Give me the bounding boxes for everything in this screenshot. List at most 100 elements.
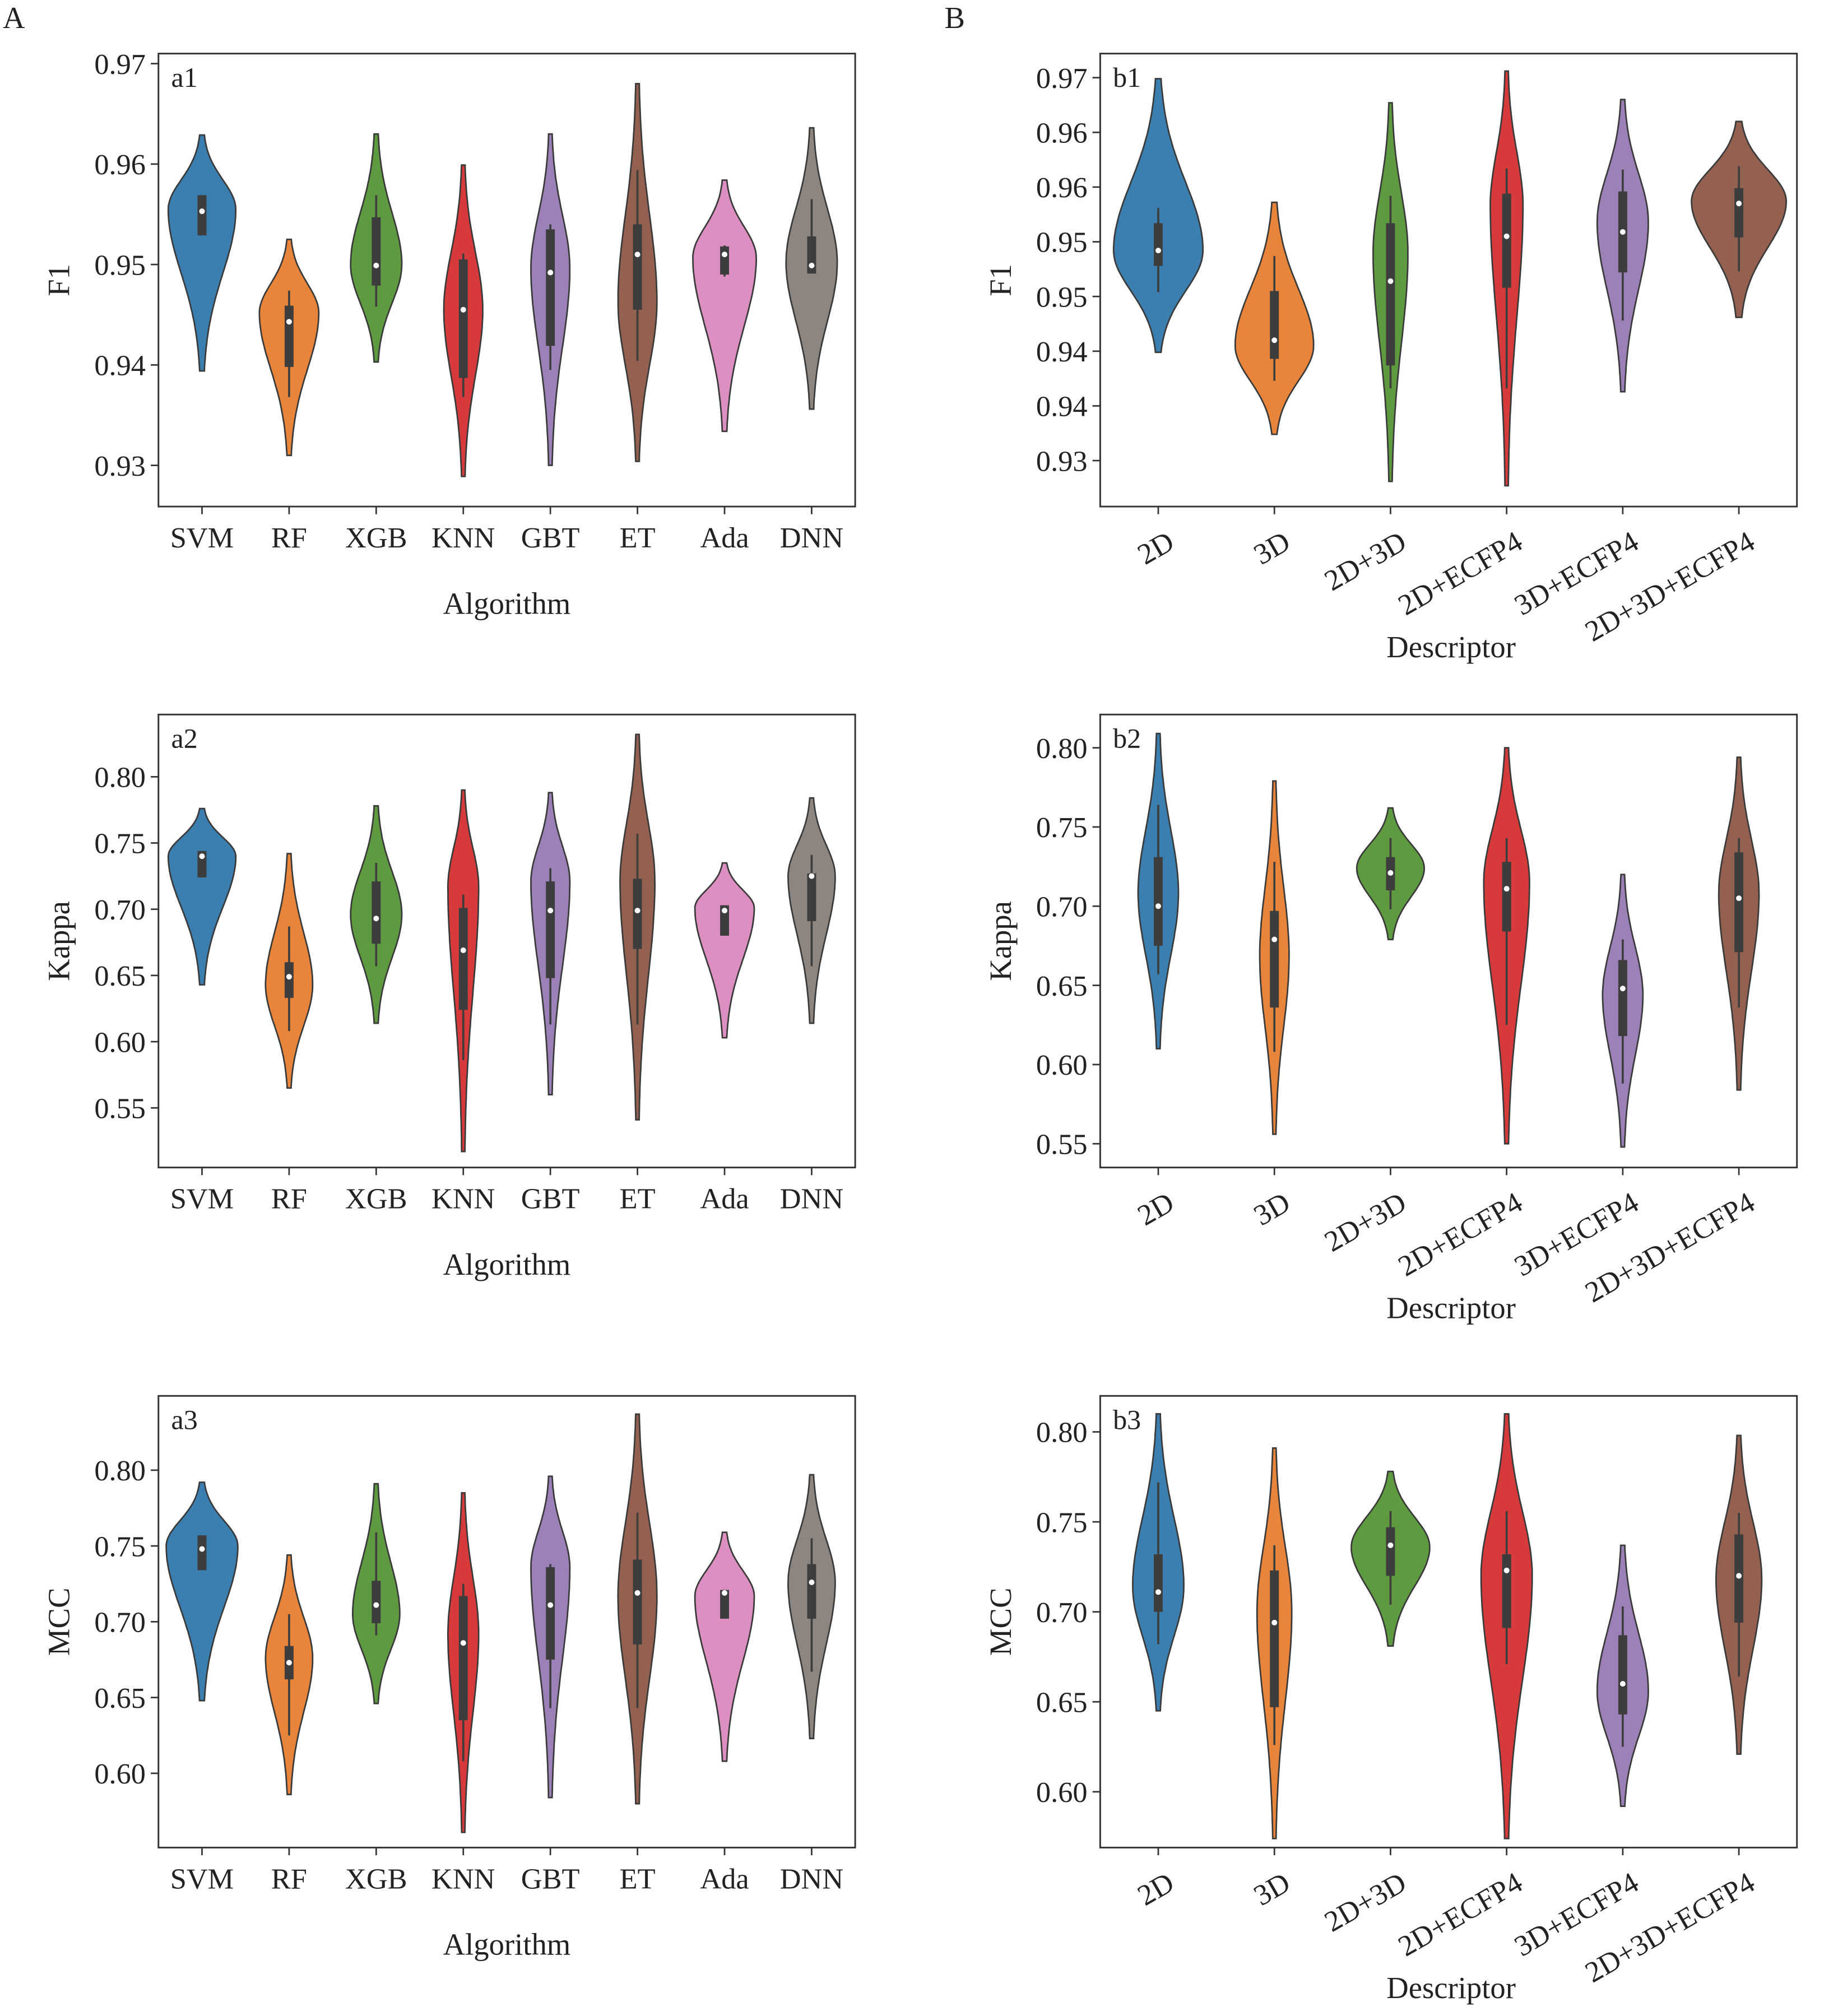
median-point: [1736, 1573, 1742, 1579]
y-tick-label: 0.75: [94, 1530, 146, 1563]
x-tick-label: XGB: [345, 522, 407, 554]
y-tick-label: 0.65: [94, 960, 146, 992]
x-tick-label: 3D: [1248, 1186, 1296, 1232]
y-tick-label: 0.97: [1036, 62, 1088, 95]
y-tick-label: 0.96: [94, 148, 146, 181]
iqr-box: [1502, 193, 1511, 288]
y-axis-label: Kappa: [983, 901, 1018, 981]
median-point: [1271, 337, 1278, 343]
x-tick-label: KNN: [431, 1183, 495, 1215]
panel-label: a3: [171, 1404, 198, 1435]
median-point: [1736, 201, 1742, 207]
panel-label: a1: [171, 62, 198, 93]
iqr-box: [1386, 223, 1395, 366]
median-point: [1387, 278, 1394, 284]
violin-Ada: [694, 862, 755, 1039]
panel-b1: b1 0.97 0.96 0.96 0.95 0.95 0.94 0.94 0.93 F1 2D 3D…: [983, 53, 1798, 664]
x-tick-label: SVM: [170, 1862, 234, 1895]
iqr-box: [1502, 1554, 1511, 1628]
iqr-box: [458, 259, 468, 378]
x-tick-label: 3D: [1248, 525, 1296, 571]
x-tick-label: KNN: [431, 522, 495, 554]
iqr-box: [284, 305, 294, 367]
median-point: [1271, 1619, 1278, 1625]
plot-frame: [157, 53, 856, 508]
median-point: [1619, 1681, 1626, 1687]
y-tick-label: 0.95: [1036, 281, 1088, 313]
y-tick-label: 0.80: [1036, 732, 1088, 765]
median-point: [809, 262, 815, 268]
median-point: [1155, 248, 1161, 254]
plot-frame: [1099, 713, 1798, 1169]
y-tick-label: 0.60: [1036, 1776, 1088, 1809]
x-tick-label: 2D: [1132, 525, 1179, 571]
x-axis-label: Descriptor: [1386, 630, 1516, 664]
x-tick-label: ET: [620, 1183, 656, 1215]
iqr-box: [1734, 188, 1744, 238]
panel-label: b3: [1113, 1404, 1141, 1435]
x-axis-label: Algorithm: [443, 1927, 571, 1962]
iqr-box: [458, 1596, 468, 1721]
panel-b3: b3 0.80 0.75 0.70 0.65 0.60 MCC 2D 3D 2D+3D2D+ECF…: [983, 1395, 1798, 2005]
x-tick-label: RF: [271, 1183, 307, 1215]
y-axis-label: MCC: [983, 1588, 1018, 1656]
median-point: [1503, 1567, 1510, 1573]
violin-SVM: [167, 134, 237, 372]
x-tick-label: 2D: [1132, 1186, 1179, 1232]
violin-SVM: [165, 1481, 239, 1702]
iqr-box: [1618, 960, 1627, 1037]
y-tick-label: 0.95: [1036, 226, 1088, 259]
panel-a3: a3 0.80 0.75 0.70 0.65 0.60 MCC SVM RF XGB KNN GBT E…: [41, 1395, 856, 1962]
x-tick-label: XGB: [345, 1862, 407, 1895]
x-tick-label: RF: [271, 1862, 307, 1895]
iqr-box: [1270, 911, 1279, 1008]
panel-label: a2: [171, 722, 198, 754]
y-tick-label: 0.93: [1036, 445, 1088, 477]
median-point: [199, 1546, 205, 1552]
iqr-box: [720, 1590, 729, 1619]
x-tick-label: 2D+ECFP4: [1393, 525, 1528, 622]
iqr-box: [197, 195, 207, 236]
y-axis-label: MCC: [41, 1588, 76, 1656]
figure-label-b: B: [945, 1, 965, 35]
median-point: [286, 319, 292, 325]
median-point: [809, 873, 815, 879]
y-tick-label: 0.95: [94, 249, 146, 281]
violin-SVM: [167, 807, 237, 986]
median-point: [199, 208, 205, 215]
iqr-box: [1502, 862, 1511, 932]
violin-Ada: [692, 179, 758, 433]
iqr-box: [720, 246, 729, 275]
y-axis-label: F1: [41, 264, 76, 296]
y-tick-label: 0.70: [94, 1606, 146, 1639]
median-point: [1387, 870, 1394, 876]
violin-Ada: [694, 1531, 755, 1762]
iqr-box: [1618, 1635, 1627, 1715]
y-tick-label: 0.55: [94, 1092, 146, 1125]
y-tick-label: 0.75: [1036, 1506, 1088, 1539]
x-axis-label: Descriptor: [1386, 1290, 1516, 1325]
x-tick-label: DNN: [780, 1183, 843, 1215]
y-tick-label: 0.75: [1036, 811, 1088, 844]
y-tick-label: 0.97: [94, 48, 146, 81]
y-tick-label: 0.94: [1036, 391, 1088, 423]
median-point: [373, 262, 379, 268]
x-tick-label: GBT: [521, 1183, 580, 1215]
iqr-box: [633, 224, 642, 310]
iqr-box: [807, 1564, 816, 1619]
y-tick-label: 0.65: [1036, 1686, 1088, 1718]
x-tick-label: 2D+ECFP4: [1393, 1186, 1528, 1283]
y-axis-label: F1: [983, 264, 1018, 296]
median-point: [547, 1602, 554, 1608]
x-axis-label: Algorithm: [443, 586, 571, 620]
x-tick-label: Ada: [700, 1183, 749, 1215]
panel-b2: b2 0.80 0.75 0.70 0.65 0.60 0.55 Kappa 2D 3D 2D+3D…: [983, 713, 1798, 1325]
y-tick-label: 0.93: [94, 450, 146, 482]
y-tick-label: 0.60: [1036, 1049, 1088, 1081]
median-point: [373, 916, 379, 922]
iqr-box: [1154, 857, 1163, 946]
x-tick-label: SVM: [170, 522, 234, 554]
median-point: [721, 252, 728, 258]
plot-frame: [157, 713, 856, 1169]
y-axis-label: Kappa: [41, 901, 76, 981]
